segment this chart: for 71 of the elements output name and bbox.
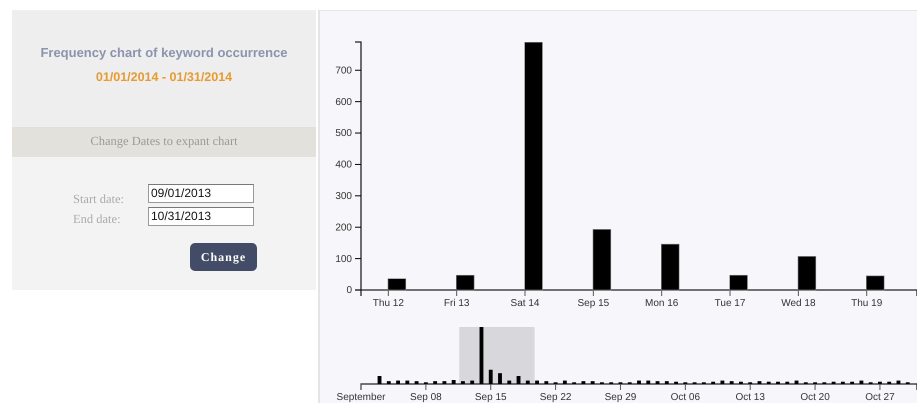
- bar: [664, 381, 669, 384]
- y-tick-label: 0: [346, 285, 352, 296]
- bar: [646, 380, 650, 384]
- x-tick-label: Oct 13: [735, 392, 766, 403]
- bar: [866, 276, 884, 290]
- bar: [414, 381, 419, 384]
- x-tick-label: Thu 19: [851, 298, 883, 310]
- bar: [480, 327, 484, 384]
- bar: [798, 256, 816, 290]
- bar: [758, 381, 762, 384]
- text: Frequency chart of keyword occurrence: [39, 45, 289, 60]
- text: Change: [190, 243, 257, 271]
- bar: [498, 373, 502, 384]
- bar: [461, 381, 465, 384]
- bar: [524, 42, 543, 290]
- bar: [859, 380, 864, 384]
- bar: [442, 381, 446, 384]
- bar: [592, 229, 612, 290]
- bar: [637, 380, 641, 384]
- bar: [378, 376, 382, 384]
- x-tick-label: Wed 18: [781, 298, 816, 310]
- bar: [656, 381, 660, 384]
- text: Change Dates to expant chart: [89, 134, 239, 149]
- text: 01/01/2014 - 01/31/2014: [94, 70, 234, 84]
- bar: [729, 274, 748, 290]
- bar: [516, 376, 520, 384]
- y-tick-label: 500: [335, 128, 352, 140]
- x-tick-label: Sep 15: [577, 298, 610, 310]
- bar: [526, 380, 530, 384]
- x-tick-label: Sep 29: [604, 392, 637, 403]
- bar: [507, 380, 512, 384]
- bar: [562, 380, 567, 384]
- y-tick-label: 200: [335, 222, 352, 234]
- x-tick-label: Oct 27: [865, 392, 896, 403]
- bar: [456, 274, 474, 290]
- bar: [452, 380, 456, 384]
- y-tick-label: 300: [335, 191, 352, 202]
- x-tick-label: Mon 16: [645, 298, 679, 310]
- bar: [433, 381, 438, 384]
- bar: [405, 380, 410, 384]
- bar: [720, 380, 724, 384]
- bar: [896, 380, 900, 384]
- y-tick-label: 100: [335, 254, 352, 265]
- x-tick-label: Fri 13: [444, 298, 470, 310]
- text: Start date:: [73, 192, 124, 206]
- x-tick-label: Thu 12: [372, 298, 404, 310]
- bar: [730, 381, 734, 384]
- x-tick-label: September: [336, 392, 386, 403]
- text: End date:: [73, 212, 121, 226]
- bar: [388, 278, 406, 290]
- bar: [386, 381, 391, 384]
- bar: [661, 244, 680, 290]
- y-tick-label: 600: [335, 96, 352, 108]
- date-field: 09/01/2013: [148, 184, 254, 203]
- y-tick-label: 700: [335, 65, 352, 76]
- x-tick-label: Oct 20: [800, 392, 830, 403]
- bar: [470, 380, 474, 384]
- date-field: 10/31/2013: [148, 207, 254, 226]
- bar: [590, 381, 595, 384]
- y-tick-label: 400: [335, 160, 352, 171]
- x-tick-label: Tue 17: [714, 298, 746, 310]
- x-tick-label: Sat 14: [510, 298, 540, 310]
- x-tick-label: Oct 06: [670, 392, 700, 403]
- x-tick-label: Sep 22: [540, 392, 572, 403]
- bar: [581, 381, 586, 384]
- x-tick-label: Sep 15: [474, 392, 508, 403]
- bar: [794, 380, 798, 384]
- bar: [535, 380, 539, 384]
- bar: [544, 381, 548, 384]
- x-tick-label: Sep 08: [410, 392, 442, 403]
- bar: [396, 380, 400, 384]
